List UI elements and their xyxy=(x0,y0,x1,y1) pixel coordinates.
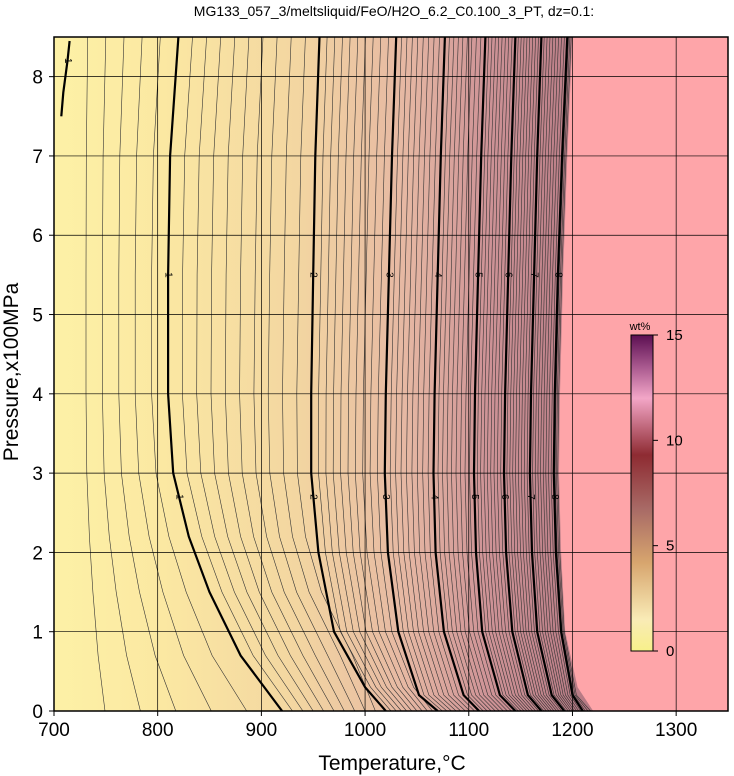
chart-title: MG133_057_3/meltsliquid/FeO/H2O_6.2_C0.1… xyxy=(194,3,594,19)
x-tick-label: 1100 xyxy=(448,720,489,741)
contour-label: 7 xyxy=(525,494,536,500)
colorbar-ticks: 0 5 10 15 xyxy=(653,327,683,660)
colorbar-tick-label: 5 xyxy=(666,538,674,555)
x-tick-label: 800 xyxy=(142,720,174,741)
x-tick-label: 1200 xyxy=(551,720,593,741)
contour-label: 4 xyxy=(432,272,443,278)
contour-label: 4 xyxy=(428,494,439,500)
x-tick-label: 1300 xyxy=(655,720,697,741)
y-tick-label: 6 xyxy=(32,226,43,247)
x-tick-label: 900 xyxy=(246,720,278,741)
y-tick-label: 5 xyxy=(32,306,43,327)
y-tick-label: 8 xyxy=(32,68,43,89)
contour-line xyxy=(432,37,480,711)
contour-label: 1 xyxy=(173,494,184,500)
contour-label: 6 xyxy=(503,272,514,278)
y-tick-label: 0 xyxy=(32,702,43,723)
contour-line xyxy=(472,37,517,711)
colorbar-gradient xyxy=(630,334,654,652)
melt-field xyxy=(54,37,594,711)
plot-frame xyxy=(53,36,729,712)
contour-line xyxy=(502,37,543,711)
colorbar-tick-label: 0 xyxy=(666,643,674,660)
y-axis-ticks: 0 1 2 3 4 5 6 7 8 xyxy=(32,68,54,723)
x-axis-ticks: 700 800 900 1000 1100 1200 1300 xyxy=(38,711,697,741)
contour-label: 2 xyxy=(308,272,319,278)
contour-line xyxy=(310,37,387,711)
contour-label: 2 xyxy=(308,494,319,500)
y-tick-label: 1 xyxy=(32,623,43,644)
colorbar: wt% 0 5 10 15 xyxy=(629,321,683,660)
y-tick-label: 7 xyxy=(32,147,43,168)
x-tick-label: 1000 xyxy=(344,720,386,741)
contour-line xyxy=(552,37,584,711)
y-axis-label: Pressure,x100MPa xyxy=(0,282,23,461)
contour-label: 5 xyxy=(469,494,480,500)
contour-line xyxy=(528,37,566,711)
contour-label: 7 xyxy=(528,272,539,278)
contour-label: 1 xyxy=(62,58,73,64)
plot-area: 1 1 2 2 3 3 4 4 5 5 6 6 7 7 8 8 1 xyxy=(54,37,728,711)
contour-label: 8 xyxy=(549,494,560,500)
x-axis-label: Temperature,°C xyxy=(318,752,465,775)
contour-label: 3 xyxy=(380,494,391,500)
contour-line xyxy=(383,37,439,711)
y-tick-label: 3 xyxy=(32,464,43,485)
colorbar-unit: wt% xyxy=(629,321,651,333)
contour-label: 8 xyxy=(552,272,563,278)
colorbar-tick-label: 15 xyxy=(666,327,683,344)
contour-line xyxy=(167,37,283,711)
y-tick-label: 4 xyxy=(32,385,43,406)
colorbar-tick-label: 10 xyxy=(666,432,683,449)
contour-label: 3 xyxy=(383,272,394,278)
contour-labels: 1 1 2 2 3 3 4 4 5 5 6 6 7 7 8 8 1 xyxy=(62,58,563,500)
y-tick-label: 2 xyxy=(32,543,43,564)
contour-label: 5 xyxy=(472,272,483,278)
contour-label: 6 xyxy=(499,494,510,500)
x-tick-label: 700 xyxy=(38,720,70,741)
labeled-contours xyxy=(167,37,584,711)
contour-label: 1 xyxy=(162,272,173,278)
